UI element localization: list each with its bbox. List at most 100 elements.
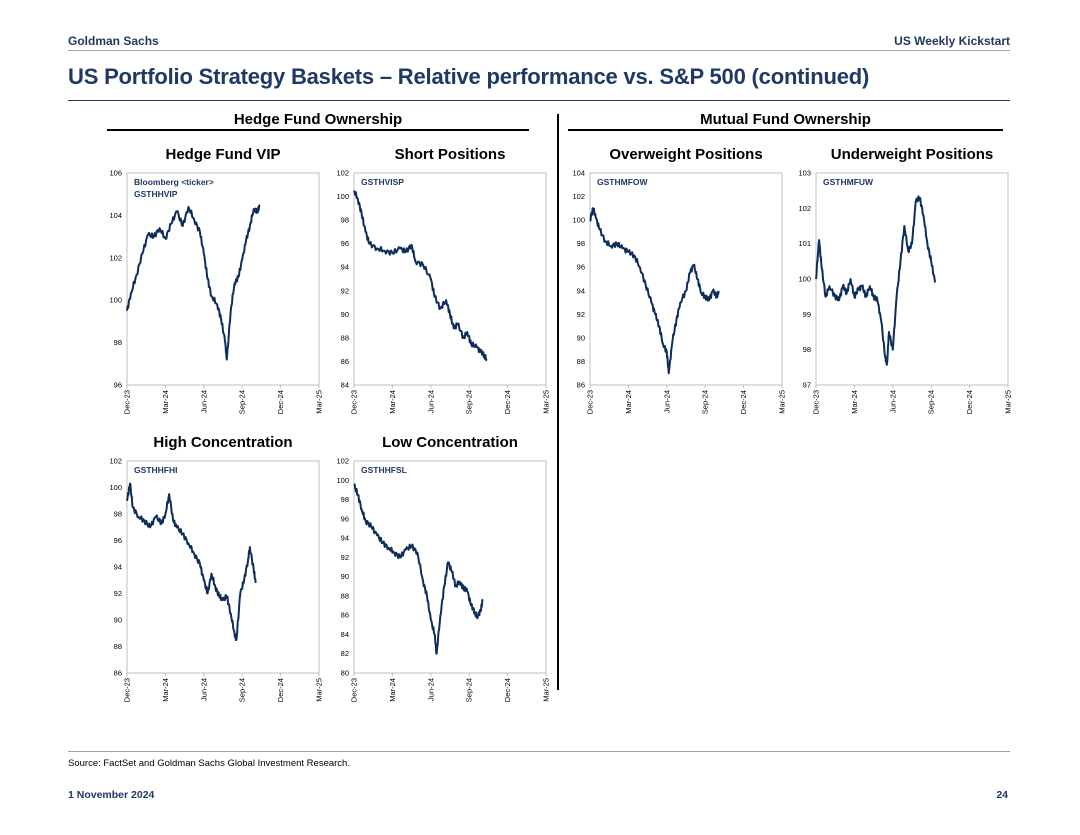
y-tick-label: 94 [577,286,585,295]
y-tick-label: 97 [803,381,811,390]
y-tick-label: 96 [577,263,585,272]
y-tick-label: 96 [341,514,349,523]
y-tick-label: 102 [798,204,811,213]
y-tick-label: 98 [341,495,349,504]
y-tick-label: 88 [341,333,349,342]
y-tick-label: 101 [798,239,811,248]
section-title-hedge-fund: Hedge Fund Ownership [233,111,403,128]
y-tick-label: 96 [341,239,349,248]
x-tick-label: Dec-23 [586,390,595,414]
y-tick-label: 80 [341,669,349,678]
chart-title: Underweight Positions [831,146,994,163]
x-tick-label: Jun-24 [426,678,435,701]
y-tick-label: 86 [341,611,349,620]
y-tick-label: 98 [577,239,585,248]
x-tick-label: Dec-23 [350,390,359,414]
x-tick-label: Mar-24 [388,678,397,702]
x-tick-label: Dec-23 [350,678,359,702]
y-tick-label: 88 [341,591,349,600]
x-tick-label: Mar-24 [624,390,633,414]
y-tick-label: 104 [109,211,122,220]
x-tick-label: Mar-25 [1004,390,1013,414]
x-tick-label: Jun-24 [888,390,897,413]
x-tick-label: Jun-24 [199,390,208,413]
series-line [126,482,257,641]
x-tick-label: Dec-24 [276,678,285,702]
y-tick-label: 98 [341,216,349,225]
y-tick-label: 104 [572,169,585,178]
chart-annotation: Bloomberg <ticker> [134,177,214,187]
y-tick-label: 90 [577,333,585,342]
source-note: Source: FactSet and Goldman Sachs Global… [68,758,350,769]
y-tick-label: 92 [341,286,349,295]
y-tick-label: 100 [572,216,585,225]
x-tick-label: Mar-25 [315,678,324,702]
header-divider [68,50,1010,51]
series-line [589,207,720,375]
section-divider [557,114,559,690]
y-tick-label: 92 [341,553,349,562]
y-tick-label: 90 [341,310,349,319]
y-tick-label: 99 [803,310,811,319]
y-tick-label: 86 [577,381,585,390]
x-tick-label: Dec-24 [739,390,748,414]
chart-title: Overweight Positions [609,146,762,163]
y-tick-label: 96 [114,381,122,390]
chart-title: Short Positions [395,146,506,163]
x-tick-label: Sep-24 [238,390,247,414]
plot-area [126,460,320,674]
publication-name: US Weekly Kickstart [894,34,1010,48]
x-tick-label: Sep-24 [701,390,710,414]
y-tick-label: 100 [109,483,122,492]
chart-annotation: GSTHHFSL [361,465,407,475]
page-number: 24 [996,789,1008,801]
section-rule-hedge-fund [107,129,529,131]
y-tick-label: 102 [336,457,349,466]
y-tick-label: 94 [114,563,122,572]
y-tick-label: 98 [114,338,122,347]
plot-area [815,172,1009,386]
series-line [353,483,484,655]
x-tick-label: Jun-24 [662,390,671,413]
y-tick-label: 88 [114,642,122,651]
x-tick-label: Mar-25 [542,390,551,414]
y-tick-label: 90 [341,572,349,581]
y-tick-label: 96 [114,536,122,545]
x-tick-label: Mar-24 [161,390,170,414]
plot-area [589,172,783,386]
y-tick-label: 84 [341,381,349,390]
chart-annotation: GSTHVISP [361,177,404,187]
y-tick-label: 102 [109,253,122,262]
y-tick-label: 92 [114,589,122,598]
y-tick-label: 86 [114,669,122,678]
plot-area [126,172,320,386]
chart-high-concentration: High Concentration 86 88 90 92 94 96 98 100 102 De… [109,434,324,702]
y-tick-label: 100 [798,275,811,284]
y-tick-label: 90 [114,616,122,625]
x-tick-label: Dec-24 [503,390,512,414]
series-line [353,190,488,361]
chart-title: Low Concentration [382,434,518,451]
chart-annotation: GSTHHVIP [134,189,178,199]
brand-name: Goldman Sachs [68,34,159,48]
y-tick-label: 82 [341,649,349,658]
x-tick-label: Mar-24 [388,390,397,414]
chart-short-positions: Short Positions 84 86 88 90 92 94 96 98 100 102 Dec… [336,146,551,414]
y-tick-label: 86 [341,357,349,366]
y-tick-label: 102 [336,169,349,178]
chart-low-concentration: Low Concentration 80 82 84 86 88 90 92 94 96 98 100… [336,434,550,702]
series-line [126,204,261,361]
x-tick-label: Jun-24 [199,678,208,701]
y-tick-label: 100 [336,192,349,201]
plot-area [353,172,547,386]
chart-title: High Concentration [153,434,292,451]
chart-title: Hedge Fund VIP [165,146,280,163]
x-tick-label: Sep-24 [465,678,474,702]
y-tick-label: 106 [109,169,122,178]
series-line [815,195,936,366]
x-tick-label: Dec-24 [503,678,512,702]
x-tick-label: Jun-24 [426,390,435,413]
y-tick-label: 84 [341,630,349,639]
y-tick-label: 98 [803,345,811,354]
x-tick-label: Sep-24 [465,390,474,414]
